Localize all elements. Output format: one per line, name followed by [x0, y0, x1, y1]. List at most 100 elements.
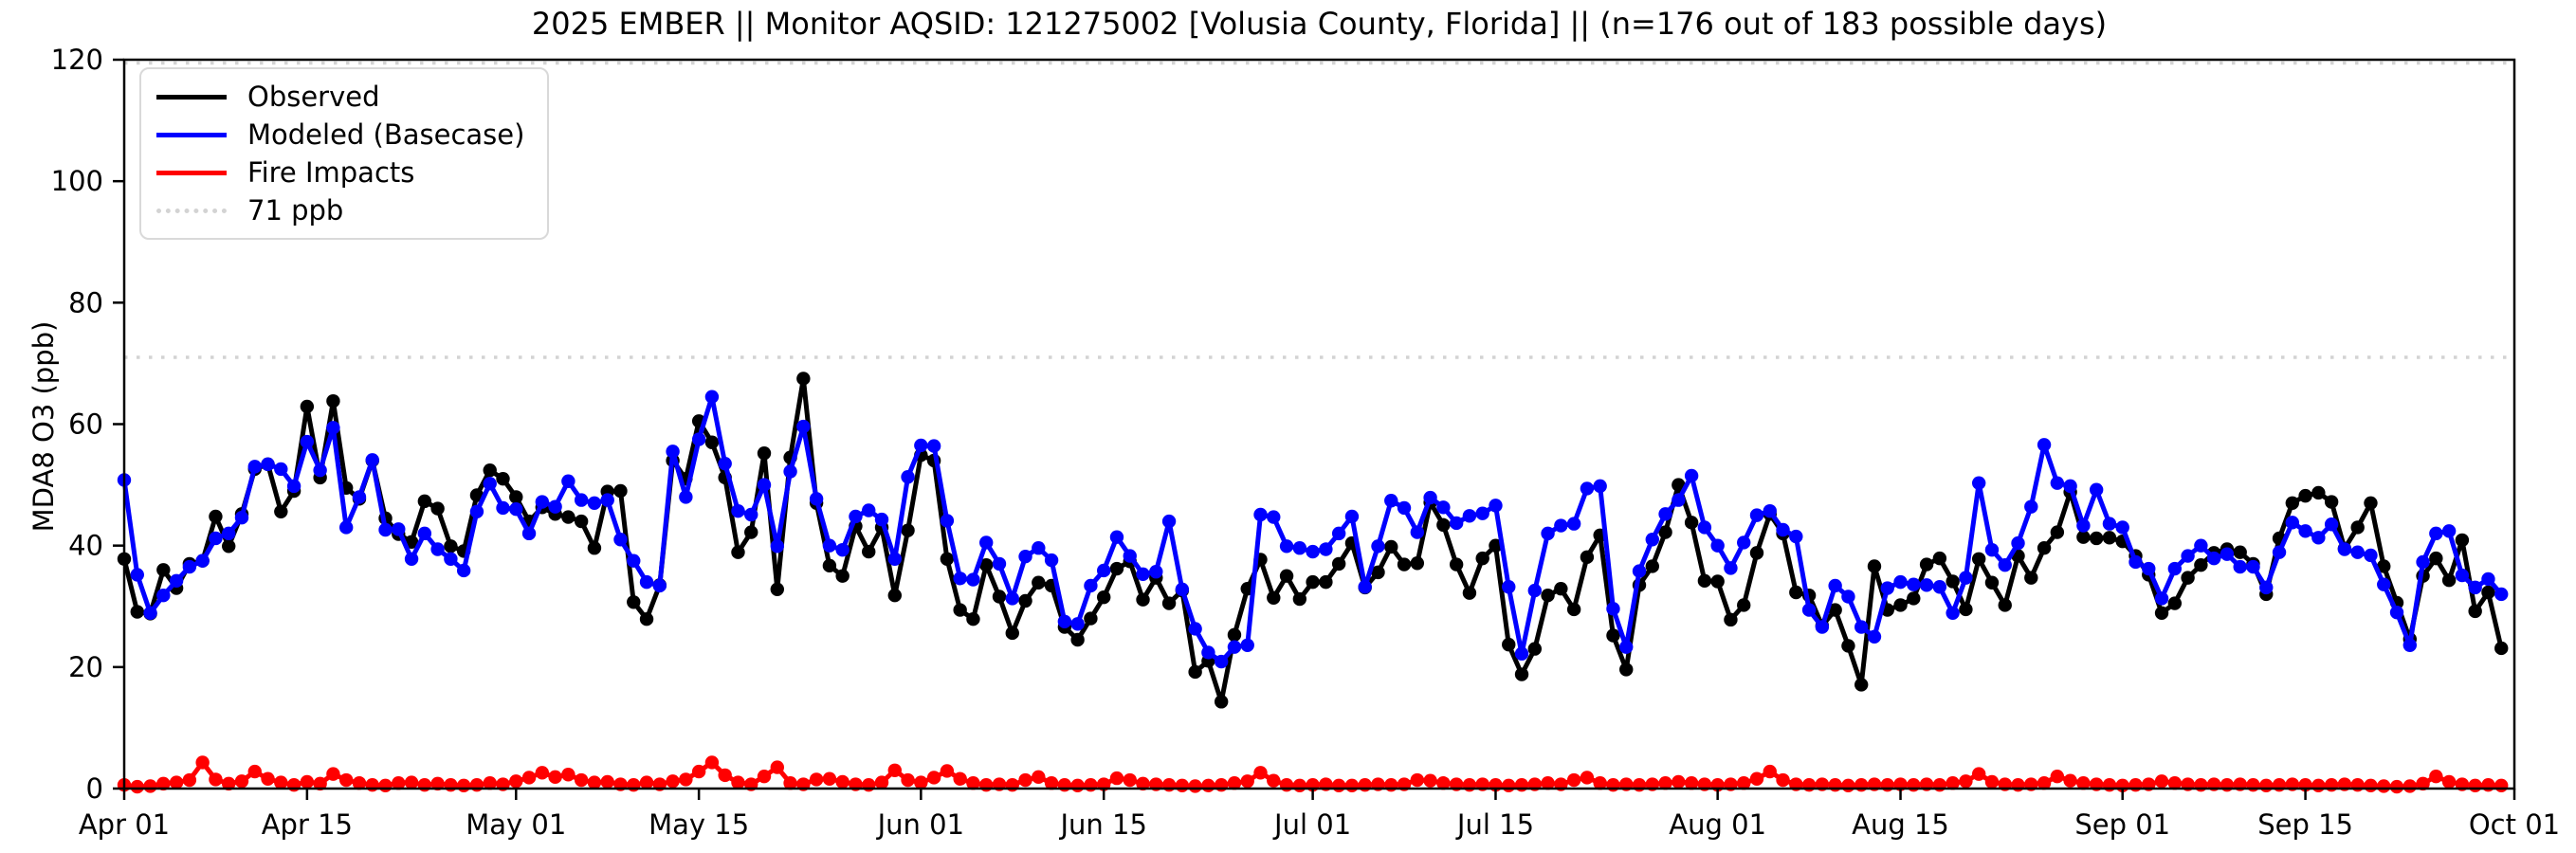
- data-point: [2102, 531, 2117, 545]
- data-point: [862, 503, 876, 517]
- data-point: [1109, 561, 1124, 576]
- data-point: [1541, 589, 1555, 603]
- data-point: [430, 501, 445, 516]
- data-point: [1737, 598, 1751, 612]
- data-point: [1658, 525, 1672, 539]
- data-point: [1984, 575, 2000, 590]
- data-point: [2128, 554, 2143, 570]
- data-point: [1828, 578, 1842, 593]
- data-point: [300, 774, 315, 789]
- data-point: [261, 771, 275, 786]
- data-point: [1123, 772, 1137, 788]
- data-point: [496, 471, 510, 486]
- data-point: [1776, 772, 1790, 788]
- data-point: [1214, 654, 1229, 669]
- data-point: [1645, 533, 1659, 547]
- data-point: [1998, 598, 2012, 612]
- data-point: [1109, 530, 1124, 544]
- data-point: [483, 463, 497, 478]
- data-point: [1672, 493, 1686, 507]
- data-point: [2154, 606, 2169, 620]
- data-point: [1032, 770, 1046, 785]
- data-point: [953, 771, 967, 786]
- data-point: [143, 779, 157, 793]
- data-point: [535, 495, 550, 509]
- data-point: [1044, 553, 1059, 568]
- data-point: [1449, 557, 1464, 572]
- data-point: [417, 494, 432, 509]
- data-point: [521, 771, 537, 785]
- data-point: [365, 453, 379, 467]
- data-point: [1971, 552, 1986, 566]
- legend-item-observed: Observed: [156, 79, 524, 115]
- data-point: [1489, 538, 1503, 553]
- data-point: [744, 507, 758, 522]
- data-point: [2063, 479, 2077, 494]
- data-point: [1449, 516, 1464, 531]
- data-point: [2468, 778, 2482, 792]
- data-point: [901, 470, 915, 484]
- data-point: [1423, 773, 1437, 788]
- data-point: [1580, 481, 1595, 496]
- data-point: [796, 419, 811, 434]
- data-point: [352, 490, 367, 504]
- data-point: [862, 544, 876, 559]
- data-point: [1227, 627, 1242, 643]
- data-point: [209, 531, 223, 546]
- data-point: [1018, 593, 1032, 608]
- data-point: [234, 510, 249, 525]
- data-point: [2285, 516, 2300, 530]
- data-point: [2089, 531, 2104, 546]
- y-tick-label: 20: [68, 651, 103, 683]
- data-point: [1841, 639, 1855, 653]
- data-point: [1919, 557, 1934, 572]
- data-point: [704, 755, 720, 770]
- data-point: [1971, 767, 1986, 781]
- data-point: [130, 779, 144, 794]
- data-point: [2076, 776, 2091, 790]
- data-point: [1776, 522, 1790, 537]
- data-point: [535, 766, 550, 780]
- data-point: [639, 775, 654, 789]
- data-point: [849, 509, 863, 524]
- data-point: [1161, 596, 1177, 610]
- data-point: [1541, 776, 1555, 790]
- x-tick-label: Oct 01: [2469, 808, 2560, 841]
- data-point: [2389, 605, 2404, 620]
- data-point: [1057, 614, 1072, 628]
- data-point: [1789, 585, 1803, 600]
- data-point: [1096, 563, 1111, 578]
- data-point: [1893, 574, 1908, 590]
- data-point: [2441, 774, 2457, 789]
- data-point: [874, 775, 889, 789]
- data-point: [1240, 774, 1254, 789]
- data-point: [2481, 572, 2495, 587]
- data-point: [1436, 776, 1451, 790]
- data-point: [1566, 602, 1581, 617]
- data-point: [1541, 526, 1555, 541]
- data-point: [1253, 507, 1268, 522]
- data-point: [1527, 583, 1543, 598]
- data-point: [1697, 573, 1712, 589]
- data-point: [222, 526, 236, 541]
- data-point: [2011, 535, 2025, 551]
- data-point: [469, 504, 484, 518]
- legend-label: 71 ppb: [247, 194, 344, 227]
- data-point: [247, 460, 262, 474]
- data-point: [835, 569, 850, 583]
- data-point: [731, 775, 745, 789]
- data-point: [483, 477, 497, 491]
- x-tick-label: Apr 15: [262, 808, 353, 841]
- data-point: [1161, 514, 1177, 529]
- data-point: [2481, 585, 2495, 600]
- data-point: [326, 393, 340, 408]
- data-point: [1959, 571, 1973, 585]
- data-point: [940, 514, 955, 528]
- data-point: [352, 776, 367, 790]
- data-point: [1737, 535, 1751, 550]
- data-point: [2154, 591, 2169, 606]
- data-point: [926, 771, 941, 785]
- data-point: [574, 514, 589, 529]
- data-point: [1410, 772, 1425, 788]
- data-point: [2050, 476, 2065, 490]
